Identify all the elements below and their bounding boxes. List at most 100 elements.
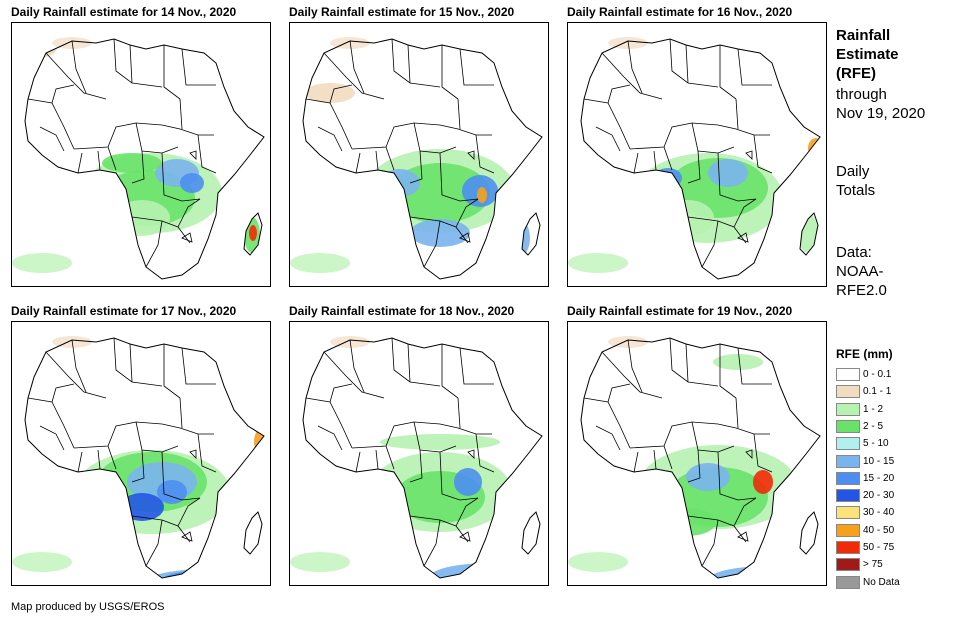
rainfall-area <box>454 468 482 496</box>
legend-swatch <box>836 368 860 381</box>
totals-label: Totals <box>836 182 876 199</box>
country-border <box>733 497 757 527</box>
country-border <box>39 126 65 152</box>
rainfall-layer <box>303 83 530 267</box>
country-border <box>305 397 353 449</box>
country-border <box>107 445 117 470</box>
rainfall-area <box>568 253 628 273</box>
country-border <box>685 44 689 84</box>
lake-outline <box>745 150 753 160</box>
country-border <box>163 45 181 100</box>
map-frame <box>11 321 271 586</box>
coastline <box>24 38 265 280</box>
country-border <box>753 134 773 174</box>
country-border <box>131 449 145 483</box>
daily-label: Daily <box>836 163 870 180</box>
lake-outline <box>467 449 475 459</box>
country-border <box>391 337 441 387</box>
africa-rainfall-map <box>12 37 265 280</box>
legend-item: 50 - 75 <box>836 539 894 556</box>
country-border <box>97 150 101 171</box>
legend-swatch <box>836 419 860 433</box>
rainfall-area <box>568 552 628 572</box>
country-border <box>733 198 757 228</box>
country-border <box>701 519 719 567</box>
country-border <box>687 216 747 244</box>
country-border <box>719 45 737 100</box>
country-border <box>583 98 631 150</box>
country-border <box>355 451 361 473</box>
rainfall-area <box>102 153 162 173</box>
country-border <box>409 515 469 543</box>
legend-swatch <box>836 506 860 520</box>
country-border <box>317 126 343 152</box>
country-border <box>607 383 631 403</box>
country-border <box>197 433 217 473</box>
country-border <box>737 347 772 385</box>
country-border <box>163 344 181 399</box>
country-border <box>145 220 163 268</box>
country-border <box>735 98 739 130</box>
country-border <box>627 40 643 94</box>
rainfall-area <box>686 463 730 491</box>
africa-rainfall-map <box>12 336 265 579</box>
lake-outline <box>189 150 197 160</box>
country-border <box>633 152 639 174</box>
country-border <box>653 150 657 171</box>
country-border <box>457 98 461 130</box>
legend-label: 1 - 2 <box>863 403 884 415</box>
ocean-rainfall-layer <box>568 37 648 273</box>
legend-item: 0 - 0.1 <box>836 366 891 383</box>
legend-label: 5 - 10 <box>863 438 889 450</box>
title-line: Estimate <box>836 46 899 63</box>
country-border <box>375 449 379 470</box>
rainfall-area <box>25 39 57 58</box>
country-border <box>145 519 163 567</box>
rainfall-area <box>753 470 773 494</box>
country-border <box>97 449 101 470</box>
country-border <box>45 351 107 399</box>
legend-swatch <box>836 541 860 554</box>
country-border <box>351 122 441 150</box>
country-border <box>349 339 365 393</box>
panel-title: Daily Rainfall estimate for 15 Nov., 202… <box>289 5 515 19</box>
map-frame <box>567 22 827 287</box>
lake-outline <box>459 531 471 542</box>
country-border <box>459 347 494 385</box>
rainfall-area <box>290 253 350 273</box>
lake-outline <box>737 232 749 243</box>
country-border <box>691 421 735 453</box>
panel-title: Daily Rainfall estimate for 14 Nov., 202… <box>11 5 237 19</box>
data-source-label: NOAA- <box>836 263 884 280</box>
panel-title: Daily Rainfall estimate for 16 Nov., 202… <box>567 5 793 19</box>
rainfall-area <box>380 434 500 450</box>
rainfall-area <box>157 480 187 504</box>
ocean-rainfall-layer <box>12 336 92 572</box>
country-border <box>409 216 469 244</box>
lake-outline <box>467 150 475 160</box>
country-border <box>735 397 739 429</box>
country-border <box>455 198 479 228</box>
rainfall-area <box>581 462 610 482</box>
country-border <box>71 40 87 94</box>
rainfall-area <box>249 225 257 241</box>
map-frame <box>289 321 549 586</box>
country-border <box>629 122 719 150</box>
country-border <box>439 152 479 202</box>
country-border <box>177 198 201 228</box>
country-border <box>181 347 216 385</box>
country-border <box>407 44 411 84</box>
country-border <box>77 152 83 174</box>
country-border <box>601 52 663 100</box>
country-border <box>691 122 735 154</box>
country-border <box>73 122 163 150</box>
madagascar-outline <box>243 511 263 555</box>
country-border <box>179 397 183 429</box>
rainfall-area <box>477 187 487 203</box>
sidebar-title: Rainfall Estimate (RFE) <box>836 26 899 83</box>
country-border <box>475 134 495 174</box>
panel-title: Daily Rainfall estimate for 17 Nov., 202… <box>11 304 237 318</box>
country-border <box>323 52 385 100</box>
country-border <box>439 124 492 136</box>
legend-swatch <box>836 437 860 451</box>
